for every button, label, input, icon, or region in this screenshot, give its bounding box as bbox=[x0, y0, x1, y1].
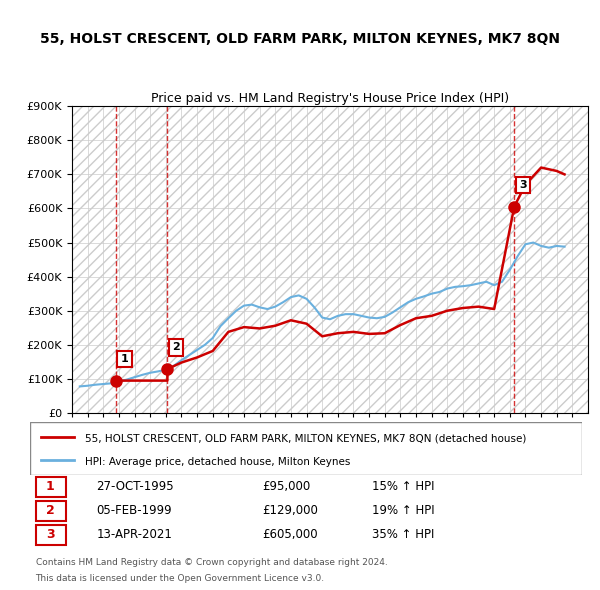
Text: Contains HM Land Registry data © Crown copyright and database right 2024.: Contains HM Land Registry data © Crown c… bbox=[35, 558, 387, 567]
Text: 05-FEB-1999: 05-FEB-1999 bbox=[96, 504, 172, 517]
FancyBboxPatch shape bbox=[35, 525, 66, 545]
Text: £129,000: £129,000 bbox=[262, 504, 318, 517]
Text: 13-APR-2021: 13-APR-2021 bbox=[96, 528, 172, 542]
Title: Price paid vs. HM Land Registry's House Price Index (HPI): Price paid vs. HM Land Registry's House … bbox=[151, 92, 509, 105]
Text: 3: 3 bbox=[46, 528, 55, 542]
FancyBboxPatch shape bbox=[35, 477, 66, 497]
Text: 2: 2 bbox=[46, 504, 55, 517]
Text: 35% ↑ HPI: 35% ↑ HPI bbox=[372, 528, 434, 542]
Text: 27-OCT-1995: 27-OCT-1995 bbox=[96, 480, 174, 493]
Text: 1: 1 bbox=[121, 354, 128, 364]
Text: £605,000: £605,000 bbox=[262, 528, 317, 542]
Text: This data is licensed under the Open Government Licence v3.0.: This data is licensed under the Open Gov… bbox=[35, 574, 325, 583]
FancyBboxPatch shape bbox=[35, 500, 66, 521]
Text: 2: 2 bbox=[172, 342, 180, 352]
Text: 15% ↑ HPI: 15% ↑ HPI bbox=[372, 480, 435, 493]
Text: 1: 1 bbox=[46, 480, 55, 493]
Text: 55, HOLST CRESCENT, OLD FARM PARK, MILTON KEYNES, MK7 8QN: 55, HOLST CRESCENT, OLD FARM PARK, MILTO… bbox=[40, 32, 560, 47]
Text: 3: 3 bbox=[519, 180, 527, 190]
Text: HPI: Average price, detached house, Milton Keynes: HPI: Average price, detached house, Milt… bbox=[85, 457, 350, 467]
Text: 55, HOLST CRESCENT, OLD FARM PARK, MILTON KEYNES, MK7 8QN (detached house): 55, HOLST CRESCENT, OLD FARM PARK, MILTO… bbox=[85, 434, 527, 444]
Text: 19% ↑ HPI: 19% ↑ HPI bbox=[372, 504, 435, 517]
Text: £95,000: £95,000 bbox=[262, 480, 310, 493]
FancyBboxPatch shape bbox=[30, 422, 582, 475]
